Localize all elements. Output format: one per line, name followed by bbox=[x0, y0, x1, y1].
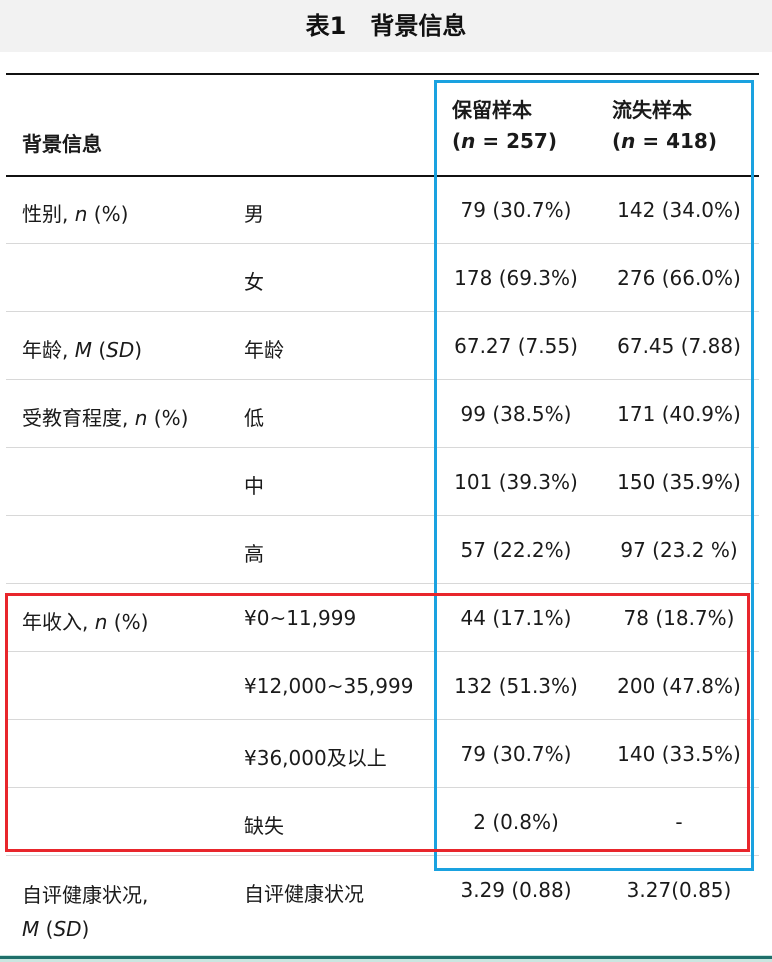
row-category-age: 年龄, M (SD) bbox=[22, 338, 143, 362]
retained-value: 79 (30.7%) bbox=[460, 742, 572, 766]
income-rows-highlight-box bbox=[5, 593, 750, 852]
row-sub: 高 bbox=[244, 542, 264, 566]
retained-value: 79 (30.7%) bbox=[460, 198, 572, 222]
row-category-gender: 性别, n (%) bbox=[22, 202, 129, 226]
row-category-education: 受教育程度, n (%) bbox=[22, 406, 189, 430]
lost-value: 78 (18.7%) bbox=[623, 606, 735, 630]
lost-value: 67.45 (7.88) bbox=[617, 334, 741, 358]
top-rule bbox=[6, 73, 759, 75]
sample-columns-highlight-box bbox=[434, 80, 754, 871]
row-divider bbox=[6, 855, 759, 856]
header-lost-n: (n = 418) bbox=[612, 129, 717, 153]
retained-value: 57 (22.2%) bbox=[460, 538, 572, 562]
row-divider bbox=[6, 515, 759, 516]
row-sub: 女 bbox=[244, 270, 264, 294]
lost-value: 276 (66.0%) bbox=[617, 266, 741, 290]
row-sub: 年龄 bbox=[244, 338, 284, 362]
row-sub: 低 bbox=[244, 406, 264, 430]
bottom-rule bbox=[0, 956, 772, 959]
row-divider bbox=[6, 651, 759, 652]
retained-value: 2 (0.8%) bbox=[473, 810, 559, 834]
row-sub: 缺失 bbox=[244, 814, 284, 838]
row-sub: 自评健康状况 bbox=[244, 882, 364, 906]
lost-value: 200 (47.8%) bbox=[617, 674, 741, 698]
header-retained-label: 保留样本 bbox=[452, 98, 532, 122]
retained-value: 132 (51.3%) bbox=[454, 674, 578, 698]
retained-value: 44 (17.1%) bbox=[460, 606, 572, 630]
row-sub: 男 bbox=[244, 202, 264, 226]
lost-value: 97 (23.2 %) bbox=[620, 538, 738, 562]
row-category-self-rated-health: 自评健康状况, M (SD) bbox=[22, 883, 149, 941]
lost-value: 150 (35.9%) bbox=[617, 470, 741, 494]
lost-value: 171 (40.9%) bbox=[617, 402, 741, 426]
lost-value: - bbox=[675, 810, 683, 834]
table-title: 表1 背景信息 bbox=[0, 0, 772, 52]
row-divider bbox=[6, 719, 759, 720]
row-divider bbox=[6, 311, 759, 312]
lost-value: 140 (33.5%) bbox=[617, 742, 741, 766]
header-rule bbox=[6, 175, 759, 177]
row-sub: ¥36,000及以上 bbox=[244, 746, 387, 770]
header-background-info: 背景信息 bbox=[22, 132, 102, 156]
lost-value: 142 (34.0%) bbox=[617, 198, 741, 222]
retained-value: 101 (39.3%) bbox=[454, 470, 578, 494]
retained-value: 99 (38.5%) bbox=[460, 402, 572, 426]
header-retained-n: (n = 257) bbox=[452, 129, 557, 153]
row-category-income: 年收入, n (%) bbox=[22, 610, 149, 634]
row-sub: ¥0~11,999 bbox=[244, 606, 357, 630]
retained-value: 67.27 (7.55) bbox=[454, 334, 578, 358]
row-divider bbox=[6, 787, 759, 788]
retained-value: 3.29 (0.88) bbox=[460, 878, 572, 902]
row-divider bbox=[6, 379, 759, 380]
row-divider bbox=[6, 447, 759, 448]
row-divider bbox=[6, 583, 759, 584]
header-lost-label: 流失样本 bbox=[612, 98, 692, 122]
retained-value: 178 (69.3%) bbox=[454, 266, 578, 290]
row-sub: ¥12,000~35,999 bbox=[244, 674, 414, 698]
lost-value: 3.27(0.85) bbox=[626, 878, 732, 902]
row-sub: 中 bbox=[244, 474, 264, 498]
row-divider bbox=[6, 243, 759, 244]
